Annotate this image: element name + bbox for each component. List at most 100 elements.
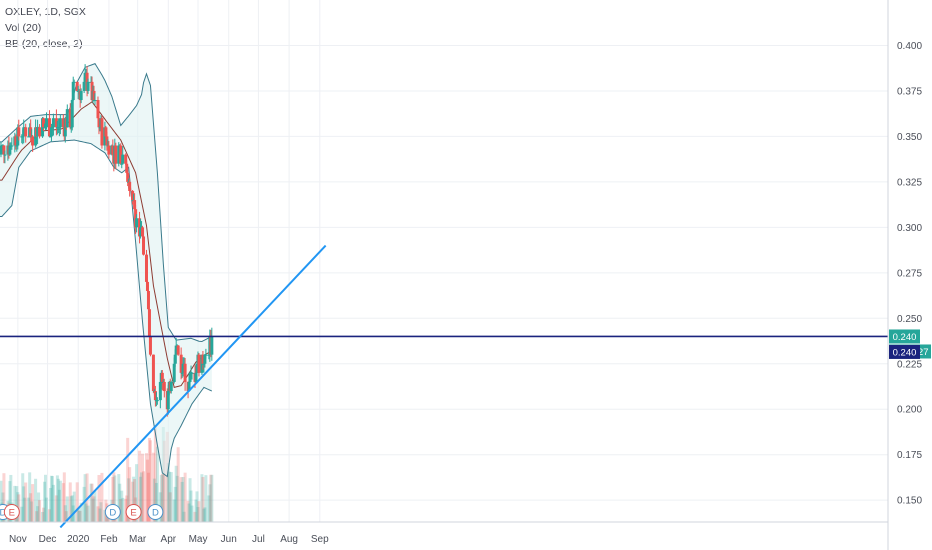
volume-bar: [98, 508, 102, 522]
event-marker-circle: [147, 504, 164, 520]
volume-bar: [28, 472, 32, 522]
candle-body: [160, 372, 164, 382]
candle-body: [126, 172, 130, 182]
volume-bar: [189, 490, 193, 522]
volume-bar: [35, 511, 39, 522]
volume-bar: [23, 497, 27, 522]
candle-body: [188, 372, 192, 382]
candle-body: [47, 118, 51, 137]
candle-body: [119, 145, 123, 164]
trendline: [59, 244, 327, 529]
volume-bar: [47, 509, 51, 522]
candle-body: [166, 391, 170, 410]
volume-bar: [128, 467, 132, 522]
event-marker-label: E: [9, 508, 15, 519]
volume-bar: [0, 480, 3, 522]
candle-body: [190, 372, 194, 374]
x-tick-label: May: [189, 534, 208, 545]
candle-body: [15, 145, 19, 147]
volume-bar: [84, 503, 88, 522]
candle-body: [57, 127, 61, 129]
volume-indicator-label[interactable]: Vol (20): [5, 22, 42, 34]
candle-body: [0, 145, 3, 155]
candle-body: [142, 236, 146, 255]
volume-bar: [207, 495, 211, 522]
volume-bar: [173, 486, 177, 522]
volume-bar: [78, 510, 82, 522]
volume-bar: [197, 501, 201, 522]
candle-body: [75, 81, 79, 91]
candle-body: [100, 118, 104, 146]
volume-bar: [22, 486, 26, 522]
volume-bar: [42, 507, 46, 522]
volume-bar: [13, 485, 17, 522]
volume-bar: [135, 464, 139, 522]
volume-bar: [103, 509, 107, 522]
candle-body: [22, 127, 26, 137]
volume-bar: [151, 452, 155, 522]
candle-body: [10, 145, 14, 147]
candle-body: [179, 354, 183, 373]
volume-bar: [168, 492, 172, 522]
volume-bar: [155, 446, 159, 522]
volume-bar: [161, 427, 165, 522]
candle-body: [97, 118, 101, 128]
candle-body: [114, 145, 118, 164]
volume-bar: [174, 465, 178, 522]
volume-bar: [41, 511, 45, 522]
volume-bar: [79, 502, 83, 522]
event-marker-label: E: [130, 508, 136, 519]
volume-bar: [44, 474, 48, 522]
volume-bar: [51, 484, 55, 522]
candle-body: [68, 109, 72, 128]
volume-bar: [187, 503, 191, 522]
volume-bar: [77, 510, 81, 522]
volume-bar: [113, 475, 117, 522]
candle-body: [181, 363, 185, 373]
candle-body: [31, 136, 35, 146]
volume-bar: [196, 507, 200, 522]
candle-body: [98, 127, 102, 129]
volume-bar: [93, 490, 97, 522]
candle-body: [111, 145, 115, 155]
candle-body: [162, 381, 166, 392]
volume-bar: [190, 505, 194, 522]
drawings[interactable]: [0, 244, 888, 529]
x-tick-label: Sep: [311, 534, 329, 545]
volume-bar: [86, 505, 90, 522]
candle-body: [147, 309, 151, 337]
candle-body: [72, 81, 76, 83]
volume-bar: [61, 483, 65, 522]
volume-bar: [132, 476, 136, 522]
candle-body: [117, 145, 121, 164]
event-marker-label: D: [109, 508, 116, 519]
candle-body: [195, 363, 199, 373]
volume-bar: [15, 486, 19, 522]
bollinger-indicator-label[interactable]: BB (20, close, 2): [5, 38, 83, 50]
volume-bar: [29, 493, 33, 522]
volume-bar: [194, 499, 198, 522]
volume-bar: [38, 500, 42, 522]
volume-bar: [208, 484, 212, 522]
candle-body: [174, 345, 178, 355]
symbol-label[interactable]: OXLEY, 1D, SGX: [5, 6, 86, 18]
candle-body: [135, 218, 139, 228]
volume-bar: [75, 482, 79, 522]
candle-body: [54, 118, 58, 128]
volume-bar: [27, 497, 31, 522]
x-tick-label: Apr: [161, 534, 177, 545]
volume-bar: [9, 474, 13, 522]
volume-bar: [153, 427, 157, 522]
candle-body: [107, 145, 111, 155]
volume-bar: [154, 482, 158, 522]
volume-bar: [2, 473, 6, 522]
volume-bar: [20, 506, 24, 522]
volume-bar: [202, 508, 206, 522]
volume-bar: [58, 480, 62, 522]
candle-body: [172, 363, 176, 382]
y-tick-label: 0.250: [897, 314, 922, 325]
line-price-label: 0.240: [893, 347, 917, 358]
volume-bar: [186, 500, 190, 522]
